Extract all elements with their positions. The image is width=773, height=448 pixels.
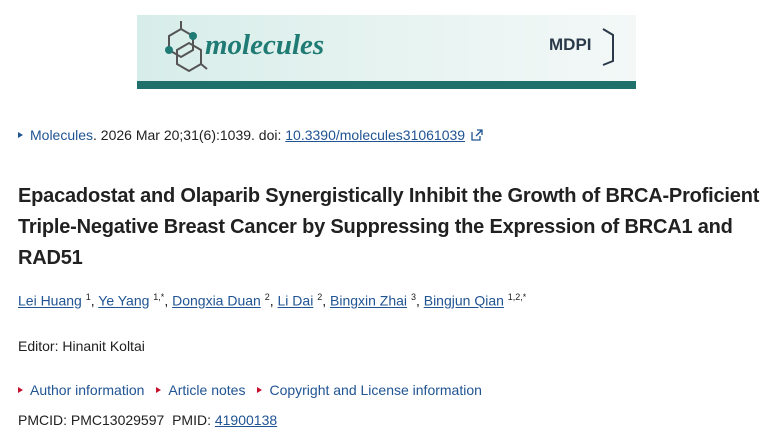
doi-link[interactable]: 10.3390/molecules31061039 — [285, 127, 466, 143]
journal-link[interactable]: Molecules — [30, 127, 94, 143]
author-link[interactable]: Ye Yang — [98, 292, 150, 309]
author-link[interactable]: Dongxia Duan — [172, 292, 261, 309]
pmid-label: PMID: — [172, 412, 211, 428]
identifiers: PMCID: PMC13029597 PMID: 41900138 — [18, 412, 277, 428]
link-item: Copyright and License information — [257, 382, 482, 398]
journal-banner[interactable]: molecules MDPI — [137, 15, 636, 89]
article-title: Epacadostat and Olaparib Synergistically… — [18, 185, 760, 269]
publisher-logo-frame — [602, 28, 614, 66]
author-link[interactable]: Lei Huang — [18, 292, 82, 309]
link-item: Article notes — [156, 382, 245, 398]
separator: , — [415, 292, 420, 309]
author-link[interactable]: Bingxin Zhai — [330, 292, 408, 309]
link-item: Author information — [18, 382, 144, 398]
author-list: Lei Huang 1, Ye Yang 1,*, Dongxia Duan 2… — [18, 292, 526, 309]
author-link[interactable]: Li Dai — [277, 292, 314, 309]
affiliation: 1 — [85, 292, 91, 302]
citation-details: . 2026 Mar 20;31(6):1039. doi: — [93, 127, 286, 143]
bullet — [18, 132, 23, 139]
section-links: Author information Article notes Copyright… — [18, 382, 494, 398]
affiliation: 3 — [410, 292, 416, 302]
pmid-link[interactable]: 41900138 — [214, 412, 278, 428]
separator: , — [269, 292, 274, 309]
affiliation: 1,2,* — [507, 292, 527, 302]
affiliation: 2 — [317, 292, 323, 302]
pmcid: PMC13029597 — [70, 412, 165, 428]
bullet — [257, 387, 263, 394]
external-icon — [471, 129, 483, 141]
bullet — [18, 387, 23, 394]
publisher-name: MDPI — [549, 35, 592, 54]
section-link[interactable]: Article notes — [168, 382, 246, 398]
author-link[interactable]: Bingjun Qian — [423, 292, 504, 309]
section-link[interactable]: Author information — [30, 382, 145, 398]
bullet — [156, 387, 162, 394]
separator: , — [164, 292, 169, 309]
separator: , — [322, 292, 327, 309]
citation: Molecules. 2026 Mar 20;31(6):1039. doi: … — [18, 127, 483, 143]
pmcid-label: PMCID: — [18, 412, 67, 428]
journal-name: molecules — [205, 29, 325, 61]
banner-strip — [137, 81, 636, 89]
affiliation: 2 — [264, 292, 270, 302]
section-link[interactable]: Copyright and License information — [269, 382, 482, 398]
affiliation: 1,* — [153, 292, 165, 302]
journal-logo — [165, 21, 208, 73]
separator: , — [90, 292, 95, 309]
editor: Editor: Hinanit Koltai — [18, 338, 145, 354]
